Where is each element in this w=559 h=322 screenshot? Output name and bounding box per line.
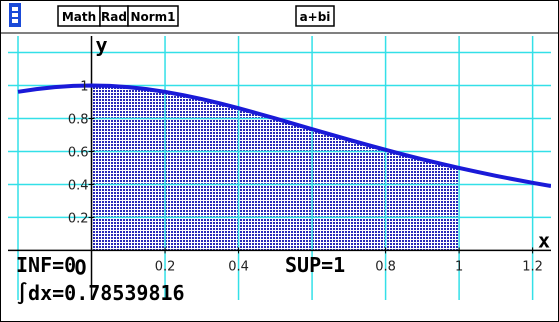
annotation: INF=0	[16, 253, 76, 277]
status-item: a+bi	[300, 10, 331, 24]
x-tick-label: 1	[455, 259, 463, 274]
status-item: Rad	[101, 10, 127, 24]
annotation: ∫dx=0.78539816	[16, 281, 185, 305]
y-tick-label: 1	[80, 79, 88, 94]
x-tick-label: 0.2	[155, 259, 176, 274]
y-tick-label: 0.8	[68, 112, 89, 127]
y-axis-label: y	[96, 33, 108, 57]
origin-label: O	[75, 255, 87, 279]
x-tick-label: 0.8	[375, 259, 396, 274]
x-tick-label: 1.2	[522, 259, 543, 274]
calculator-screen: Math RadNorm1 a+bi 0.2 0.4 0.8 1 1.2 0.2 0.4 0.6 0…	[0, 0, 559, 322]
status-item: Math	[62, 10, 96, 24]
x-tick-label: 0.4	[228, 259, 249, 274]
y-tick-label: 0.2	[68, 211, 89, 226]
y-tick-label: 0.4	[68, 178, 89, 193]
y-tick-label: 0.6	[68, 145, 89, 160]
x-axis-label: x	[538, 228, 550, 252]
annotation: SUP=1	[285, 253, 345, 277]
status-item: Norm1	[130, 10, 175, 24]
